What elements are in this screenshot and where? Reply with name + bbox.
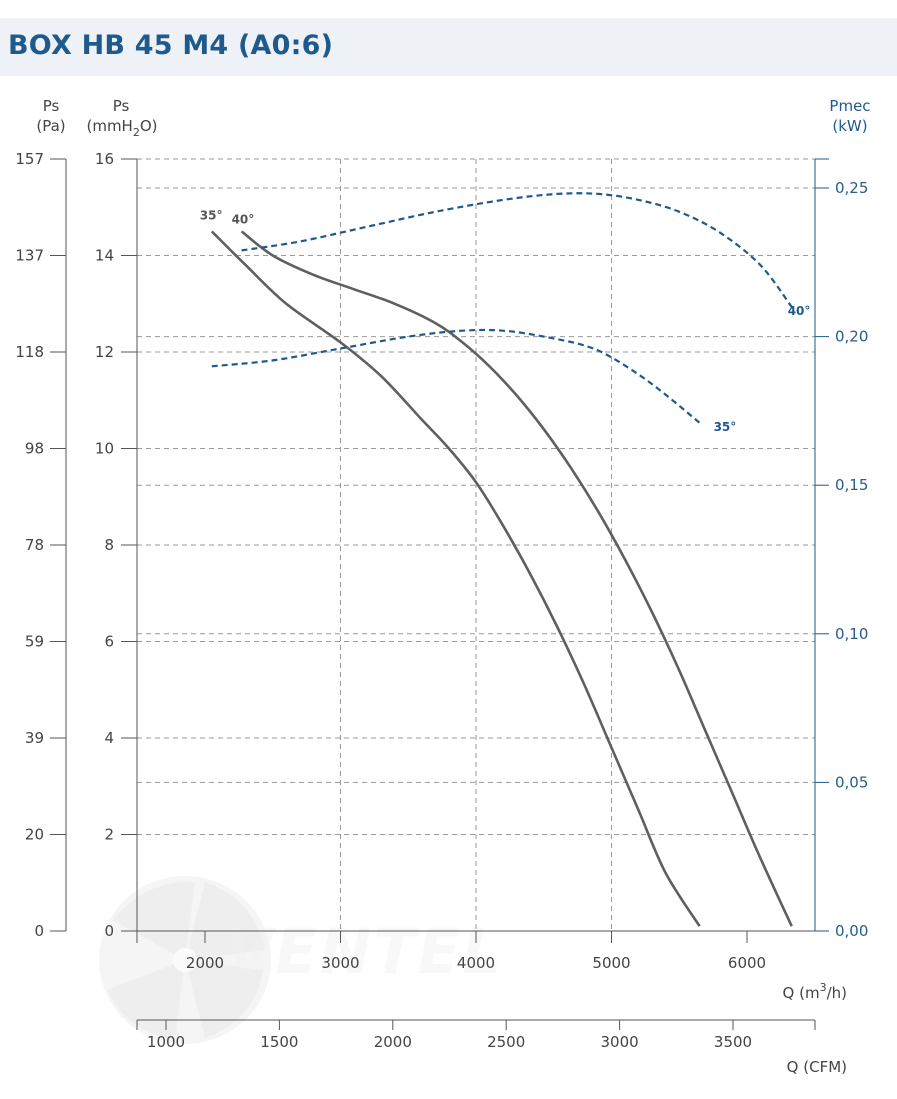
- ps-pa-axis-unit: (Pa): [36, 117, 65, 135]
- pressure-curve-35deg: [210, 230, 701, 927]
- ps-mm-axis-unit: (mmH2O): [86, 117, 157, 139]
- q-m3h-tick-label: 3000: [321, 954, 359, 972]
- ps-mm-tick-label: 10: [95, 440, 114, 458]
- curve-label: 40°: [788, 304, 811, 318]
- q-m3h-tick-label: 2000: [186, 954, 224, 972]
- pmec-tick-label: 0,20: [835, 328, 868, 346]
- q-cfm-tick-label: 2000: [374, 1033, 412, 1051]
- pmec-tick-label: 0,15: [835, 476, 868, 494]
- q-cfm-tick-label: 3000: [601, 1033, 639, 1051]
- pmec-tick-label: 0,05: [835, 773, 868, 791]
- ps-pa-tick-label: 98: [25, 440, 44, 458]
- power-curve-40deg: [241, 192, 793, 308]
- ps-pa-tick-label: 39: [25, 729, 44, 747]
- pmec-tick-label: 0,10: [835, 625, 868, 643]
- ps-mm-tick-label: 2: [104, 826, 114, 844]
- grid: [137, 158, 815, 931]
- q-m3h-pre: Q (m: [783, 984, 820, 1002]
- curve-labels: 35° 40° 40° 35°: [200, 208, 811, 433]
- q-cfm-axis-title: Q (CFM): [787, 1058, 847, 1076]
- ps-pa-tick-label: 78: [25, 536, 44, 554]
- ps-mm-tick-label: 0: [104, 922, 114, 940]
- title-bar: BOX HB 45 M4 (A0:6): [0, 18, 897, 76]
- power-curve-35deg: [211, 328, 701, 424]
- q-m3h-sup: 3: [820, 981, 827, 994]
- pressure-curve-40deg: [240, 230, 793, 927]
- q-m3h-post: /h): [827, 984, 847, 1002]
- chart-title: BOX HB 45 M4 (A0:6): [8, 30, 334, 61]
- pmec-axis-title: Pmec: [829, 97, 870, 115]
- ps-mm-tick-label: 6: [104, 633, 114, 651]
- pmec-tick-label: 0,25: [835, 179, 868, 197]
- ps-mm-unit-sub: 2: [133, 126, 140, 139]
- pmec-tick-label: 0,00: [835, 922, 868, 940]
- watermark-logo: VENTEL: [99, 876, 503, 1044]
- ps-mm-tick-label: 8: [104, 536, 114, 554]
- ps-mm-tick-label: 16: [95, 150, 114, 168]
- q-m3h-tick-label: 5000: [592, 954, 630, 972]
- ps-pa-tick-label: 157: [15, 150, 44, 168]
- watermark-text: VENTEL: [225, 915, 503, 988]
- q-cfm-tick-label: 2500: [487, 1033, 525, 1051]
- ps-mm-tick-label: 4: [104, 729, 114, 747]
- ps-pa-tick-label: 59: [25, 633, 44, 651]
- curve-label: 35°: [200, 208, 223, 222]
- ps-pa-tick-label: 118: [15, 343, 44, 361]
- ps-pa-axis-title: Ps: [43, 97, 60, 115]
- q-cfm-tick-label: 3500: [714, 1033, 752, 1051]
- ps-mm-tick-label: 12: [95, 343, 114, 361]
- q-m3h-tick-label: 4000: [457, 954, 495, 972]
- ps-pa-tick-label: 137: [15, 247, 44, 265]
- pmec-axis-unit: (kW): [832, 117, 867, 135]
- q-m3h-axis-title: Q (m3/h): [783, 981, 847, 1002]
- ps-pa-tick-label: 0: [34, 922, 44, 940]
- q-cfm-tick-label: 1500: [260, 1033, 298, 1051]
- ps-mm-unit-post: O): [140, 117, 158, 135]
- ps-mm-axis-title: Ps: [113, 97, 130, 115]
- curve-label: 35°: [714, 420, 737, 434]
- q-m3h-tick-label: 6000: [728, 954, 766, 972]
- ps-mm-tick-label: 14: [95, 247, 114, 265]
- ps-mm-unit-pre: (mmH: [86, 117, 132, 135]
- q-cfm-tick-label: 1000: [147, 1033, 185, 1051]
- curves: [210, 192, 793, 927]
- curve-label: 40°: [232, 212, 255, 226]
- ps-pa-tick-label: 20: [25, 826, 44, 844]
- axes: 0 20 39 59 78 98 118 137 157 0 2 4 6 8 10 12 14 16 0,00 0,0…: [15, 150, 868, 1051]
